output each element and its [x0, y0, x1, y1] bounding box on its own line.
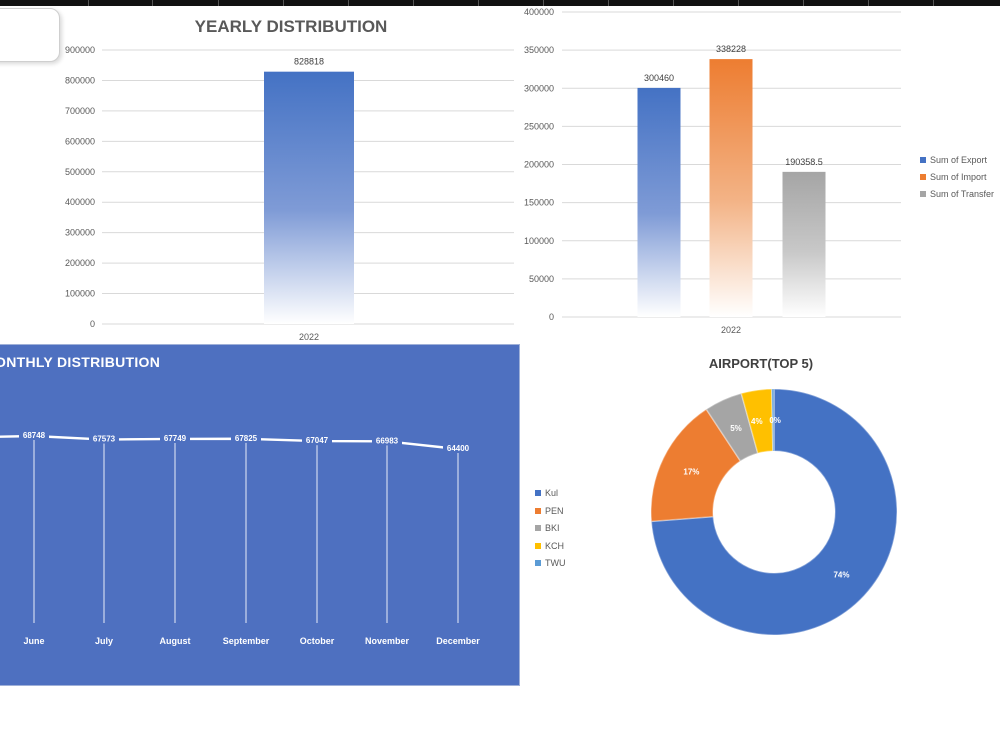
y-tick-label: 200000	[524, 160, 554, 170]
donut-slice	[740, 388, 774, 455]
legend-swatch	[535, 542, 541, 549]
donut-slice	[650, 388, 898, 636]
x-tick-label: September	[223, 636, 270, 646]
x-tick-label: November	[365, 636, 410, 646]
legend-label: Sum of Import	[930, 172, 987, 182]
y-tick-label: 150000	[524, 198, 554, 208]
bar	[264, 71, 354, 325]
y-tick-label: 200000	[65, 258, 95, 268]
top-toolbar-strip	[0, 0, 1000, 6]
data-label: 190358.5	[785, 157, 823, 167]
data-label: 64400	[447, 444, 470, 453]
bar	[782, 171, 826, 317]
data-label: 74%	[833, 571, 849, 580]
legend-swatch	[920, 174, 926, 180]
monthly-chart-title: ONTHLY DISTRIBUTION	[0, 354, 161, 370]
data-label: 17%	[683, 468, 699, 477]
monthly-distribution-panel: ONTHLY DISTRIBUTION 68748 67573 67749 67825…	[0, 344, 520, 686]
legend-label: Sum of Export	[930, 155, 988, 165]
y-tick-label: 400000	[524, 7, 554, 17]
monthly-line-chart: 68748 67573 67749 67825 67047 66983 64400 June J…	[0, 428, 480, 646]
legend-swatch	[535, 525, 541, 531]
legend-label: KCH	[545, 540, 565, 551]
legend-item: Sum of Import	[920, 172, 987, 182]
x-tick-label: 2022	[299, 332, 319, 342]
data-label: 67047	[306, 436, 329, 445]
legend-item: TWU	[535, 558, 566, 568]
x-tick-label: June	[23, 636, 44, 646]
y-tick-label: 100000	[65, 289, 95, 299]
y-tick-label: 500000	[65, 167, 95, 177]
y-tick-label: 400000	[65, 197, 95, 207]
x-tick-label: July	[95, 636, 113, 646]
donut-slice	[770, 388, 775, 452]
y-tick-label: 300000	[65, 228, 95, 238]
slicer-box[interactable]	[0, 8, 60, 62]
y-tick-label: 900000	[65, 45, 95, 55]
legend-label: Sum of Transfer	[930, 189, 995, 199]
legend-swatch	[535, 490, 541, 496]
y-tick-label: 0	[549, 312, 554, 322]
y-tick-label: 300000	[524, 83, 554, 93]
y-tick-label: 800000	[65, 75, 95, 85]
x-tick-label: August	[160, 636, 191, 646]
legend-swatch	[535, 507, 541, 514]
legend-item: Kul	[535, 488, 558, 498]
data-label: 300460	[644, 73, 674, 83]
legend-item: Sum of Transfer	[920, 189, 994, 199]
legend-item: PEN	[535, 506, 564, 516]
legend-item: KCH	[535, 541, 564, 551]
data-label: 67573	[93, 435, 116, 444]
legend-swatch	[535, 560, 541, 566]
y-tick-label: 250000	[524, 121, 554, 131]
y-tick-label: 100000	[524, 236, 554, 246]
data-label: 68748	[23, 431, 46, 440]
x-tick-label: October	[300, 636, 335, 646]
data-label-bg	[19, 428, 49, 440]
data-label: 0%	[769, 416, 781, 425]
data-label: 5%	[730, 424, 742, 433]
bar	[637, 87, 681, 317]
airport-donut-chart: AIRPORT(TOP 5) 74% 17% 5% 4% 0%	[650, 356, 898, 636]
data-label: 66983	[376, 436, 399, 445]
legend-swatch	[920, 157, 926, 163]
yearly-chart-title: YEARLY DISTRIBUTION	[195, 17, 388, 36]
data-label: 67825	[235, 434, 258, 443]
data-label-bg	[89, 431, 119, 444]
data-label: 4%	[751, 417, 763, 426]
data-label: 828818	[294, 57, 324, 67]
donut-slice	[705, 392, 759, 463]
yearly-distribution-chart: YEARLY DISTRIBUTION 0 100000 200000 300000 4…	[65, 17, 514, 342]
y-tick-label: 0	[90, 319, 95, 329]
data-label-bg	[231, 430, 261, 443]
data-label-bg	[443, 441, 473, 453]
x-tick-label: 2022	[721, 325, 741, 335]
legend-label: Kul	[545, 488, 559, 498]
data-label: 67749	[164, 434, 187, 443]
y-tick-label: 50000	[529, 274, 554, 284]
data-label-bg	[302, 433, 332, 446]
airport-chart-title: AIRPORT(TOP 5)	[709, 356, 813, 371]
legend-item: BKI	[535, 523, 560, 533]
x-tick-label: December	[436, 636, 480, 646]
legend-swatch	[920, 191, 926, 197]
legend-label: PEN	[545, 505, 564, 516]
legend-item: Sum of Export	[920, 155, 987, 165]
bar	[709, 59, 753, 318]
y-tick-label: 600000	[65, 136, 95, 146]
flows-bar-chart: 0 50000 100000 150000 200000 250000 300000 3500…	[524, 7, 901, 335]
data-label-bg	[160, 430, 190, 443]
donut-slice	[650, 408, 742, 523]
legend-label: BKI	[545, 523, 560, 533]
data-label-bg	[372, 433, 402, 446]
y-tick-label: 350000	[524, 45, 554, 55]
legend-label: TWU	[545, 558, 566, 568]
data-label: 338228	[716, 44, 746, 54]
y-tick-label: 700000	[65, 106, 95, 116]
